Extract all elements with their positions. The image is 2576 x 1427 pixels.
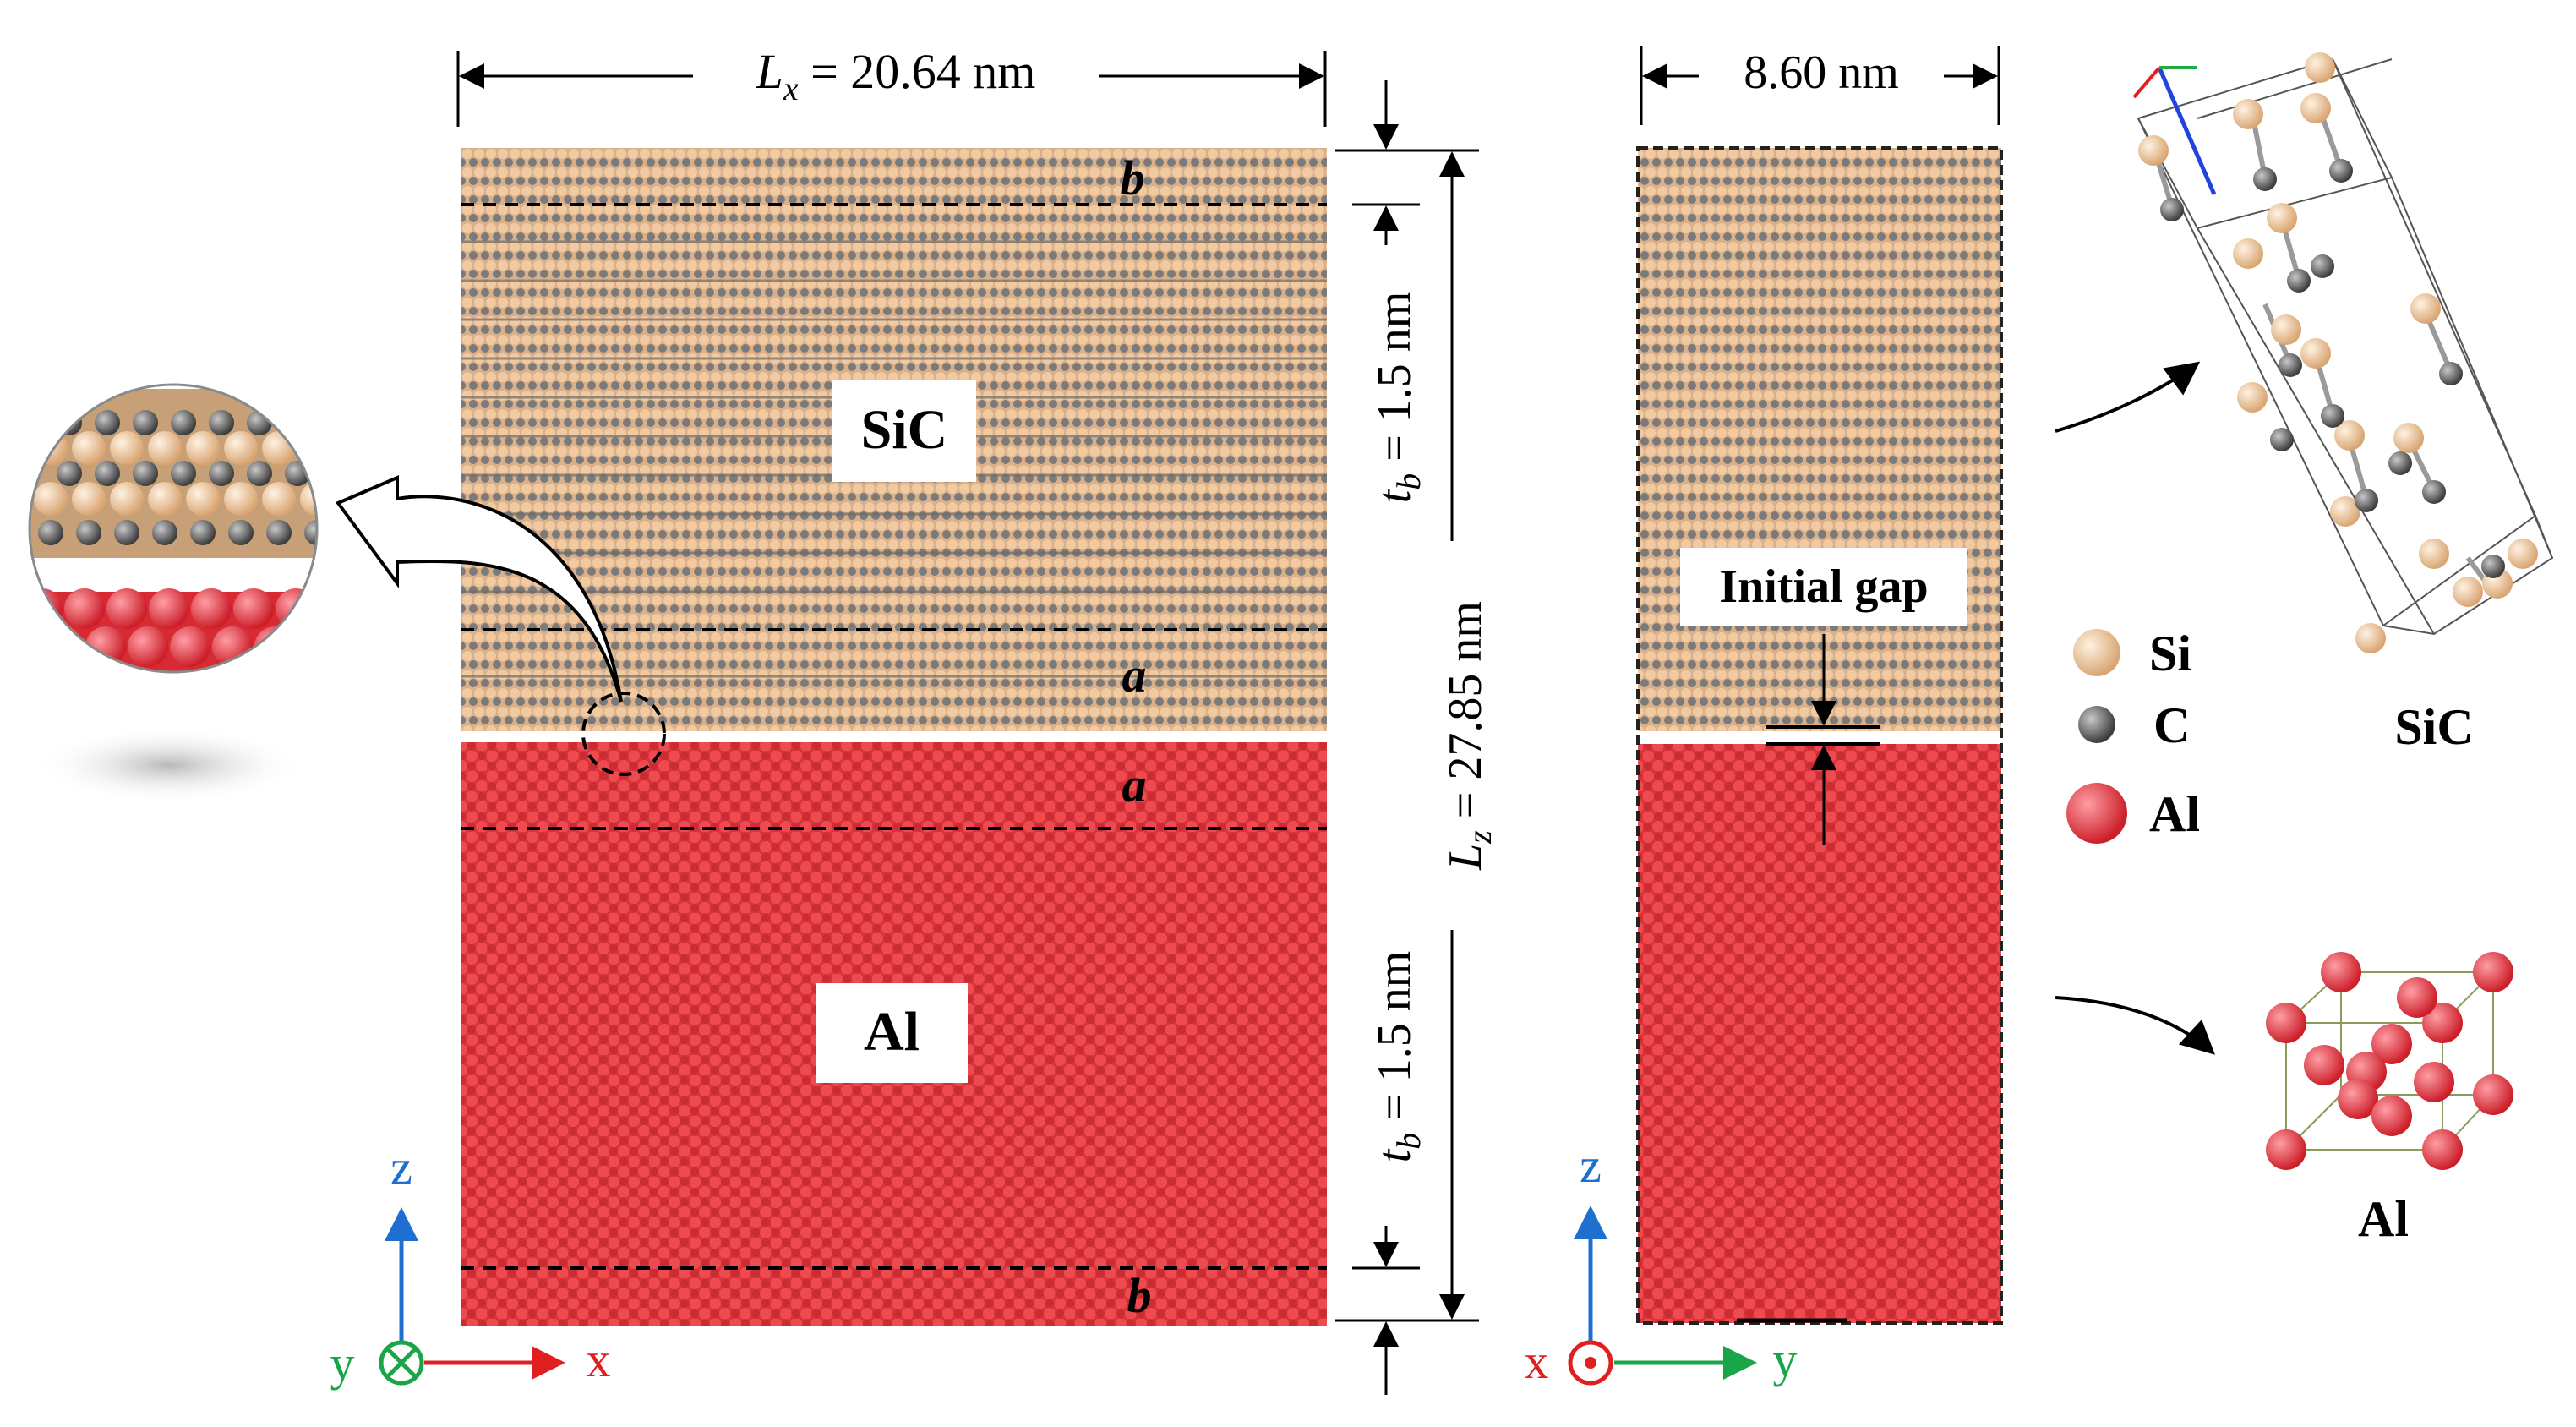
legend-c-swatch: [2078, 706, 2115, 743]
zoom-si-c-layers: [30, 389, 317, 558]
right-x-axis-label: x: [1525, 1334, 1549, 1389]
width-label: 8.60 nm: [1744, 46, 1899, 99]
z-axis-label: z: [390, 1140, 412, 1195]
tb-top-label: tb = 1.5 nm: [1368, 292, 1427, 504]
region-a-al-label: a: [1122, 757, 1147, 812]
legend: Si C Al: [2066, 626, 2200, 844]
left-panel: Lx = 20.64 nm b a a b SiC Al tb = 1.5 nm…: [330, 44, 1498, 1395]
region-b-top-label: b: [1121, 150, 1145, 205]
region-b-bottom-label: b: [1127, 1268, 1152, 1323]
interface-zoom-marker: [581, 692, 666, 776]
sic-label-box: [832, 380, 976, 482]
tb-bottom-label: tb = 1.5 nm: [1368, 951, 1427, 1163]
sic-cell-axis-red: [2132, 66, 2161, 99]
gap-label: Initial gap: [1719, 560, 1928, 613]
lx-label: Lx = 20.64 nm: [756, 44, 1036, 107]
sic-band-lines: [461, 240, 1327, 678]
al-label-box: [816, 983, 968, 1083]
al-unit-cell: Al: [2055, 952, 2513, 1247]
al-cell-label: Al: [2358, 1191, 2409, 1247]
sic-cell-pointer-arrow: [2055, 361, 2201, 433]
left-axes: z x y: [330, 1140, 611, 1391]
right-panel: 8.60 nm Initial gap z y x: [1525, 46, 2003, 1389]
gap-label-box: [1680, 548, 1967, 626]
y-axis-label: y: [330, 1336, 355, 1391]
lz-label: Lz = 27.85 nm: [1439, 601, 1498, 871]
legend-si-label: Si: [2149, 626, 2191, 681]
sic-label: SiC: [861, 399, 948, 461]
right-al-block: [1638, 744, 2001, 1323]
legend-c-label: C: [2153, 697, 2190, 753]
x-axis-label: x: [587, 1332, 611, 1387]
zoom-circle-border: [28, 383, 319, 674]
right-y-axis-label: y: [1773, 1332, 1798, 1387]
legend-al-label: Al: [2149, 786, 2200, 842]
right-z-axis-label: z: [1580, 1138, 1602, 1193]
sic-unit-cell: Si C: [2055, 52, 2554, 755]
sic-cell-label: SiC: [2394, 699, 2473, 755]
legend-si-swatch: [2073, 629, 2120, 676]
zoom-hollow-arrow: [335, 474, 623, 703]
zoom-shadow: [34, 727, 304, 803]
region-a-sic-label: a: [1122, 648, 1147, 703]
al-cell-pointer-arrow: [2055, 996, 2215, 1055]
zoom-al-layers: [30, 588, 317, 672]
legend-al-swatch: [2066, 783, 2127, 844]
right-sic-block: [1638, 148, 2001, 731]
right-axes: z y x: [1525, 1138, 1798, 1389]
sic-cell-axis-blue: [2157, 67, 2217, 195]
al-label: Al: [864, 1001, 920, 1063]
